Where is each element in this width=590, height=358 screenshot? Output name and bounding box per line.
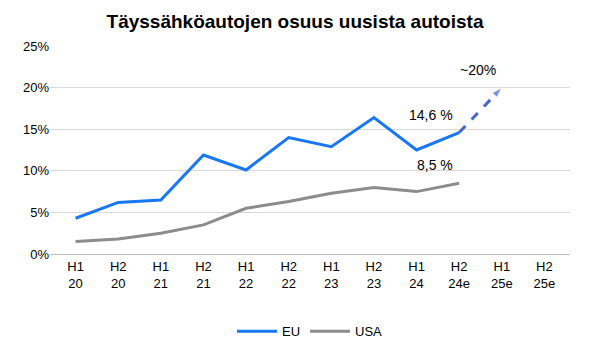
svg-text:H220: H220 [110,259,127,291]
svg-text:USA: USA [355,324,382,339]
svg-text:H124: H124 [408,259,425,291]
svg-text:8,5 %: 8,5 % [417,157,453,173]
svg-text:H120: H120 [67,259,84,291]
svg-text:5%: 5% [30,205,49,220]
svg-text:H221: H221 [195,259,212,291]
svg-text:H121: H121 [153,259,170,291]
svg-text:H122: H122 [238,259,255,291]
svg-text:EU: EU [282,324,300,339]
svg-text:Täyssähköautojen osuus uusista: Täyssähköautojen osuus uusista autoista [107,11,484,32]
svg-text:25%: 25% [23,39,49,54]
svg-text:H223: H223 [366,259,383,291]
svg-text:H222: H222 [280,259,297,291]
svg-text:~20%: ~20% [460,62,496,78]
svg-text:H125e: H125e [491,259,513,291]
svg-text:0%: 0% [30,247,49,262]
svg-text:H224e: H224e [448,259,470,291]
svg-text:14,6 %: 14,6 % [409,107,453,123]
svg-text:15%: 15% [23,122,49,137]
svg-text:20%: 20% [23,80,49,95]
svg-text:H225e: H225e [534,259,556,291]
svg-text:H123: H123 [323,259,340,291]
svg-text:10%: 10% [23,163,49,178]
